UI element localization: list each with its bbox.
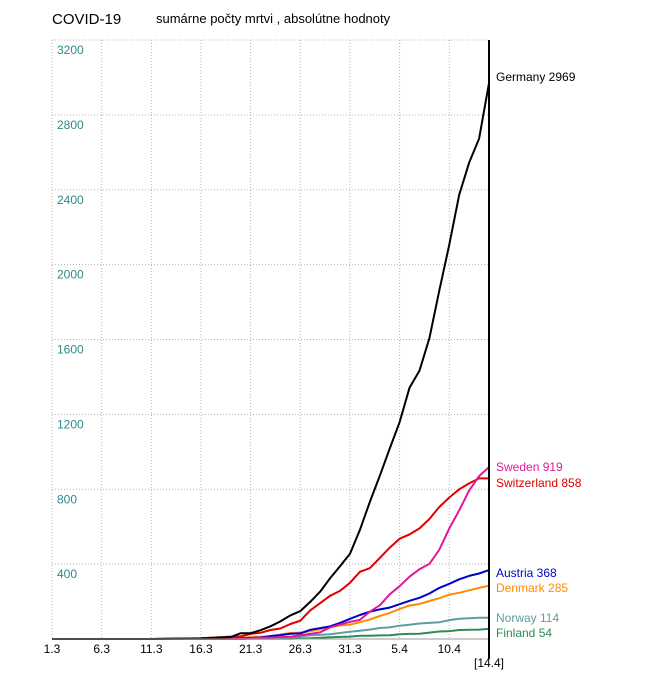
end-label-norway: Norway 114 [496, 611, 559, 625]
axis-layer: 400 800 1200 1600 2000 2400 2800 3200 1.3 6.3 11.3… [44, 40, 504, 670]
label-layer: Germany 2969 Sweden 919 Switzerland 858 Aus… [496, 70, 582, 640]
series-line-austria [52, 569, 490, 640]
x-tick-label: 26.3 [289, 642, 313, 656]
end-label-austria: Austria 368 [496, 566, 557, 580]
end-label-sweden: Sweden 919 [496, 460, 563, 474]
end-label-switzerland: Switzerland 858 [496, 476, 582, 490]
grid-layer [51, 39, 489, 639]
x-tick-label: 6.3 [93, 642, 110, 656]
y-tick-label: 2400 [57, 193, 84, 207]
y-tick-label: 400 [57, 567, 77, 581]
x-tick-label: 1.3 [44, 642, 61, 656]
end-label-finland: Finland 54 [496, 626, 552, 640]
series-line-switzerland [52, 477, 489, 640]
series-layer [52, 83, 490, 640]
y-tick-label: 2800 [57, 118, 84, 132]
x-tick-label: 5.4 [391, 642, 408, 656]
y-tick-label: 2000 [57, 268, 84, 282]
end-label-germany: Germany 2969 [496, 70, 576, 84]
chart-title: COVID-19 [52, 11, 121, 28]
current-date-label: [14.4] [474, 656, 504, 670]
y-tick-label: 3200 [57, 43, 84, 57]
chart-subtitle: sumárne počty mrtvi , absolútne hodnoty [156, 11, 391, 26]
x-tick-label: 11.3 [140, 642, 163, 656]
end-label-denmark: Denmark 285 [496, 581, 568, 595]
y-tick-label: 1600 [57, 343, 84, 357]
x-tick-label: 16.3 [189, 642, 213, 656]
y-tick-label: 800 [57, 492, 77, 506]
series-line-sweden [52, 466, 490, 640]
x-tick-label: 31.3 [338, 642, 362, 656]
x-tick-label: 21.3 [239, 642, 263, 656]
x-tick-label: 10.4 [438, 642, 462, 656]
y-tick-label: 1200 [57, 417, 84, 431]
series-line-germany [52, 83, 490, 640]
